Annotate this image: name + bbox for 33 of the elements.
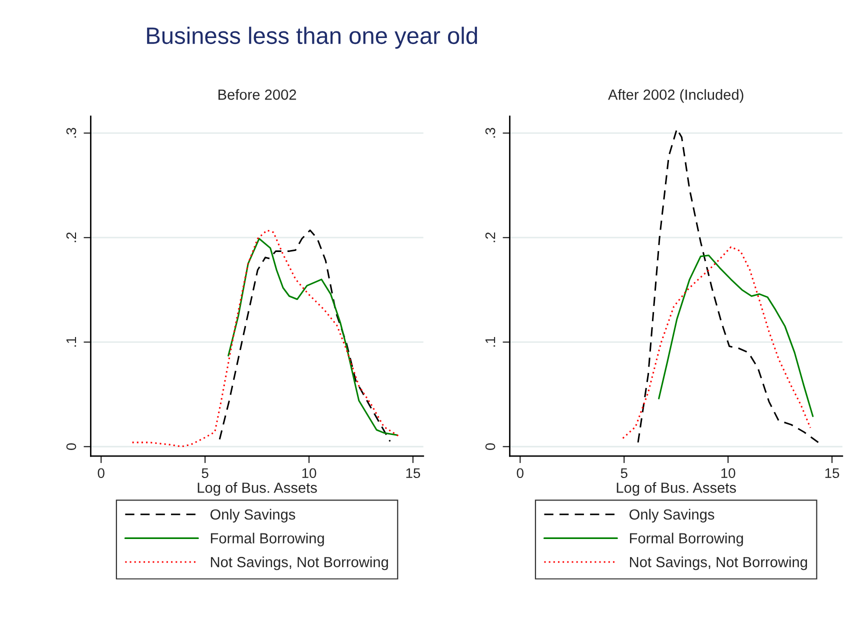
y-tick-label: .2: [66, 232, 76, 242]
y-tick-label: 0: [66, 443, 76, 450]
y-tick-label: .1: [486, 336, 496, 347]
x-tick-label: 15: [825, 468, 840, 478]
line-series: [218, 230, 391, 442]
x-axis-title: Log of Bus. Assets: [616, 482, 736, 496]
x-tick-label: 5: [620, 468, 628, 478]
chart-title: After 2002 (Included): [608, 89, 744, 103]
y-tick-label: 0: [485, 443, 496, 450]
legend-label: Only Savings: [630, 508, 714, 523]
x-tick-label: 10: [302, 468, 316, 478]
x-tick-label: 0: [516, 468, 524, 478]
legend-label: Only Savings: [210, 508, 296, 523]
legend-label: Formal Borrowing: [210, 532, 324, 546]
y-tick-label: .3: [485, 128, 496, 138]
y-tick-label: .1: [66, 336, 76, 347]
x-tick-label: 0: [98, 468, 104, 478]
x-tick-label: 10: [721, 468, 736, 478]
legend-label: Not Savings, Not Borrowing: [210, 556, 388, 570]
x-axis-title: Log of Bus. Assets: [198, 482, 317, 496]
line-series: [228, 238, 398, 436]
legend-label: Formal Borrowing: [630, 532, 743, 546]
line-series: [622, 246, 812, 440]
legend-label: Not Savings, Not Borrowing: [630, 556, 807, 570]
line-series: [637, 128, 820, 444]
text: Business less than one year old: [147, 26, 478, 49]
x-tick-label: 5: [202, 468, 208, 478]
x-tick-label: 15: [406, 468, 420, 478]
chart-title: Before 2002: [218, 89, 296, 100]
y-tick-label: .2: [485, 232, 496, 242]
y-tick-label: .3: [66, 128, 76, 138]
line-series: [132, 230, 402, 448]
line-series: [658, 254, 814, 418]
